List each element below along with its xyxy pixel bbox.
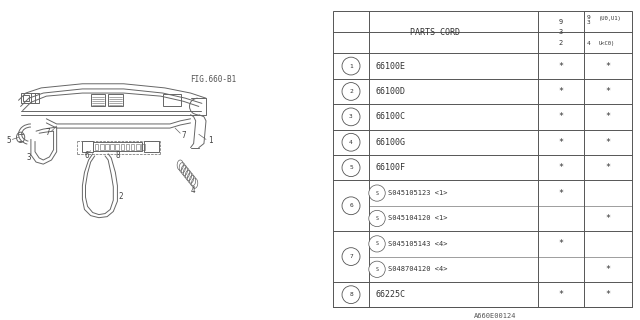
Text: 2: 2 <box>118 192 123 201</box>
Text: *: * <box>605 61 611 71</box>
Text: 66100C: 66100C <box>376 112 406 121</box>
Bar <box>163 94 181 107</box>
Bar <box>115 143 119 150</box>
Text: A660E00124: A660E00124 <box>474 313 516 319</box>
Bar <box>31 93 39 103</box>
Text: *: * <box>605 138 611 147</box>
Circle shape <box>342 248 360 266</box>
Circle shape <box>342 159 360 177</box>
Text: *: * <box>558 188 563 197</box>
Text: 7: 7 <box>181 131 186 140</box>
Text: *: * <box>558 87 563 96</box>
Circle shape <box>342 108 360 126</box>
Circle shape <box>342 286 360 304</box>
Bar <box>136 143 140 150</box>
Bar <box>105 143 109 150</box>
Text: *: * <box>605 163 611 172</box>
Circle shape <box>342 83 360 100</box>
Text: 1: 1 <box>349 64 353 68</box>
Text: S: S <box>376 216 378 221</box>
Text: 3: 3 <box>349 114 353 119</box>
Bar <box>83 141 93 152</box>
Text: (U0,U1): (U0,U1) <box>599 16 621 21</box>
Text: 7: 7 <box>45 128 50 137</box>
Bar <box>100 143 104 150</box>
Text: U<C0): U<C0) <box>599 41 615 46</box>
Text: PARTS CORD: PARTS CORD <box>410 28 460 37</box>
Text: S045104120 <1>: S045104120 <1> <box>388 215 448 221</box>
Text: 66100D: 66100D <box>376 87 406 96</box>
Text: 5: 5 <box>349 165 353 170</box>
Text: 4: 4 <box>349 140 353 145</box>
Circle shape <box>342 57 360 75</box>
Text: *: * <box>605 265 611 274</box>
Text: *: * <box>558 290 563 299</box>
Circle shape <box>369 236 385 252</box>
Text: 9: 9 <box>587 15 590 20</box>
Text: 66100G: 66100G <box>376 138 406 147</box>
Text: 66225C: 66225C <box>376 290 406 299</box>
Text: S048704120 <4>: S048704120 <4> <box>388 266 448 272</box>
Bar <box>108 94 123 107</box>
Text: S: S <box>376 191 378 196</box>
Text: S045105123 <1>: S045105123 <1> <box>388 190 448 196</box>
Text: 6: 6 <box>349 203 353 208</box>
Text: 66100E: 66100E <box>376 61 406 71</box>
Text: *: * <box>558 112 563 121</box>
Circle shape <box>369 185 385 201</box>
Text: S: S <box>376 241 378 246</box>
Bar <box>144 141 159 152</box>
Text: 8: 8 <box>115 151 120 160</box>
Bar <box>125 143 129 150</box>
Bar <box>91 94 105 107</box>
Bar <box>20 93 35 103</box>
Text: 3: 3 <box>27 153 31 163</box>
Text: FIG.660-B1: FIG.660-B1 <box>191 75 237 84</box>
Text: *: * <box>558 138 563 147</box>
Bar <box>22 95 29 101</box>
Circle shape <box>342 133 360 151</box>
Bar <box>120 143 124 150</box>
Circle shape <box>342 197 360 215</box>
Text: 5: 5 <box>6 136 11 145</box>
Text: *: * <box>605 87 611 96</box>
Text: *: * <box>605 112 611 121</box>
Bar <box>141 143 145 150</box>
Bar <box>93 142 142 151</box>
Bar <box>110 143 114 150</box>
Text: 66100F: 66100F <box>376 163 406 172</box>
Bar <box>95 143 99 150</box>
Text: 6: 6 <box>84 151 89 160</box>
Text: 9: 9 <box>559 19 563 25</box>
Text: 3: 3 <box>559 29 563 35</box>
Text: *: * <box>558 163 563 172</box>
Circle shape <box>369 210 385 227</box>
Text: *: * <box>605 214 611 223</box>
Text: 7: 7 <box>349 254 353 259</box>
Text: S045105143 <4>: S045105143 <4> <box>388 241 448 247</box>
Text: *: * <box>605 290 611 299</box>
Text: 4: 4 <box>191 186 195 196</box>
Text: *: * <box>558 239 563 248</box>
Text: S: S <box>376 267 378 272</box>
Text: 3: 3 <box>587 20 590 25</box>
Text: *: * <box>558 61 563 71</box>
Bar <box>131 143 134 150</box>
Text: 8: 8 <box>349 292 353 297</box>
Text: 2: 2 <box>559 40 563 46</box>
Text: 4: 4 <box>587 41 590 46</box>
Circle shape <box>369 261 385 277</box>
Text: 1: 1 <box>208 136 212 145</box>
Text: 2: 2 <box>349 89 353 94</box>
